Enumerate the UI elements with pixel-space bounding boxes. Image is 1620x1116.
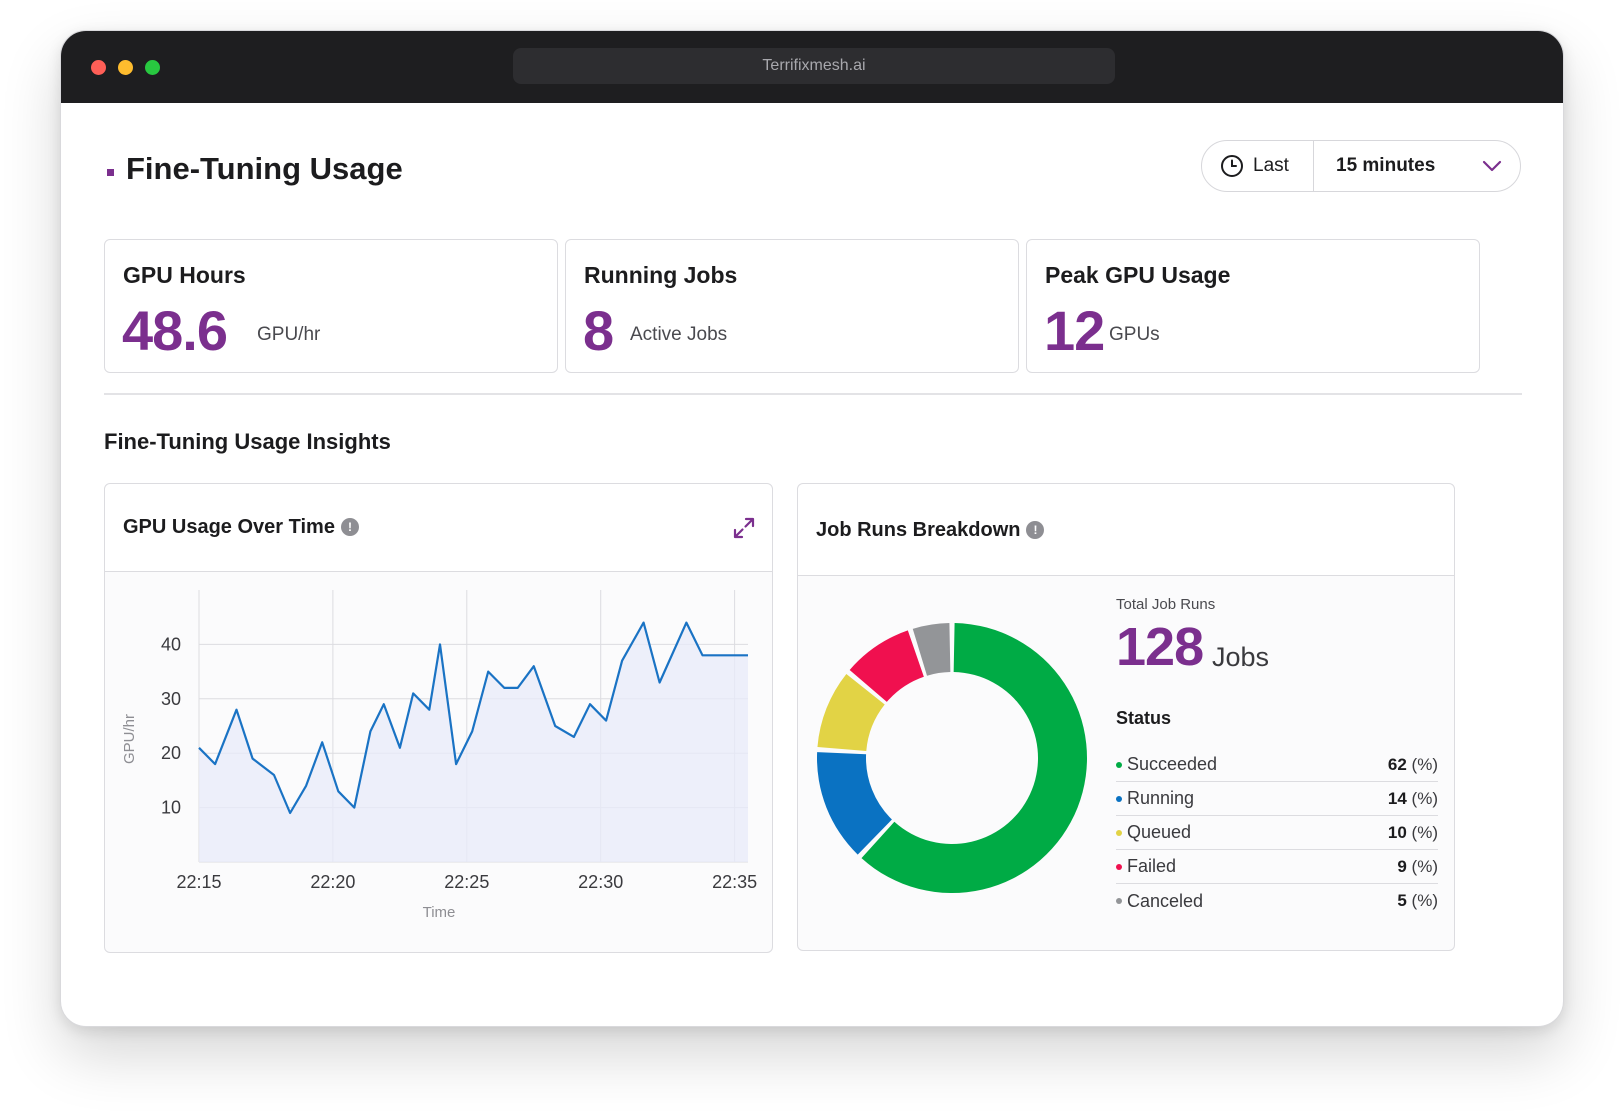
title-bar: Terrifixmesh.ai [61, 31, 1563, 103]
status-label: Canceled [1127, 890, 1204, 911]
total-runs-label: Total Job Runs [1116, 596, 1216, 613]
stat-label: Running Jobs [584, 262, 738, 288]
time-range-value: 15 minutes [1336, 155, 1436, 176]
stat-unit: Active Jobs [630, 324, 728, 345]
donut-slice-canceled[interactable] [912, 623, 951, 676]
status-value: 62 [1387, 754, 1407, 774]
minimize-window-button[interactable] [118, 60, 133, 75]
stat-card-gpu-hours: GPU Hours 48.6 GPU/hr [104, 239, 558, 373]
status-row-running: Running 14 (%) [1116, 782, 1438, 816]
x-axis-title: Time [423, 904, 456, 921]
job-runs-panel: Job Runs Breakdown! Total Job Runs 128 J… [797, 483, 1455, 951]
clock-icon [1221, 155, 1243, 177]
expand-icon[interactable] [732, 516, 756, 540]
x-tick-label: 22:25 [444, 872, 489, 892]
x-tick-label: 22:15 [176, 872, 221, 892]
chevron-down-icon [1482, 160, 1502, 172]
gpu-usage-area [199, 622, 748, 862]
status-suffix: (%) [1411, 788, 1438, 808]
x-tick-label: 22:35 [712, 872, 757, 892]
title-accent-mark [107, 169, 114, 176]
x-tick-label: 22:20 [310, 872, 355, 892]
y-tick-label: 10 [161, 798, 181, 818]
time-range-prefix-label: Last [1253, 155, 1289, 176]
donut-slice-queued[interactable] [817, 673, 885, 751]
time-range-prefix[interactable]: Last [1202, 141, 1314, 191]
url-bar[interactable]: Terrifixmesh.ai [513, 48, 1115, 84]
stat-unit: GPU/hr [257, 324, 321, 345]
status-suffix: (%) [1411, 856, 1438, 876]
status-value: 9 [1397, 856, 1407, 876]
stat-label: Peak GPU Usage [1045, 262, 1231, 288]
status-value: 5 [1397, 891, 1407, 910]
donut-slice-succeeded[interactable] [861, 623, 1087, 893]
status-row-canceled: Canceled 5 (%) [1116, 884, 1438, 918]
status-suffix: (%) [1411, 754, 1438, 774]
info-icon[interactable]: ! [340, 518, 359, 536]
panel-title: GPU Usage Over Time! [123, 516, 359, 539]
stat-card-running-jobs: Running Jobs 8 Active Jobs [565, 239, 1019, 373]
status-label: Queued [1127, 822, 1192, 842]
gpu-usage-line-chart: 10 20 30 40 22:15 22:20 22:25 22:30 22:35 GPU/h… [121, 590, 757, 921]
info-icon[interactable]: ! [1026, 521, 1045, 539]
x-tick-label: 22:30 [578, 872, 623, 892]
gpu-usage-panel: GPU Usage Over Time! 10 20 30 40 22:15 22:20… [104, 483, 773, 953]
section-divider [104, 393, 1522, 395]
time-range-picker[interactable]: Last 15 minutes [1201, 140, 1521, 192]
stat-unit: GPUs [1109, 324, 1160, 345]
page-title: Fine-Tuning Usage [126, 151, 403, 186]
y-tick-label: 40 [161, 634, 181, 654]
total-runs-unit: Jobs [1212, 642, 1270, 672]
dashboard-content: Fine-Tuning Usage Last 15 minutes GPU Ho… [61, 103, 1563, 1026]
status-row-succeeded: Succeeded 62 (%) [1116, 748, 1438, 782]
status-title: Status [1116, 708, 1172, 728]
gpu-panel-title: GPU Usage Over Time [123, 516, 335, 538]
y-tick-label: 30 [161, 689, 181, 709]
panel-header: GPU Usage Over Time! [105, 484, 772, 572]
stat-value: 12 [1044, 299, 1105, 362]
status-label: Succeeded [1127, 754, 1218, 774]
status-value: 10 [1387, 822, 1407, 842]
y-tick-label: 20 [161, 743, 181, 763]
jobs-panel-title: Job Runs Breakdown [816, 519, 1021, 541]
status-label: Failed [1127, 856, 1177, 876]
browser-window: Terrifixmesh.ai Fine-Tuning Usage Last 1… [60, 30, 1564, 1027]
status-legend: Succeeded 62 (%) Running 14 (%) Queued 1… [1116, 748, 1438, 918]
total-runs-value: 128 [1116, 617, 1204, 677]
stat-card-peak-gpu-usage: Peak GPU Usage 12 GPUs [1026, 239, 1480, 373]
status-suffix: (%) [1411, 891, 1438, 910]
stat-label: GPU Hours [123, 262, 246, 288]
time-range-select[interactable]: 15 minutes [1314, 141, 1520, 191]
donut-slice-running[interactable] [817, 752, 892, 855]
maximize-window-button[interactable] [145, 60, 160, 75]
status-suffix: (%) [1411, 822, 1438, 842]
donut-slice-failed[interactable] [849, 630, 924, 702]
status-row-queued: Queued 10 (%) [1116, 816, 1438, 850]
close-window-button[interactable] [91, 60, 106, 75]
status-dot [1116, 863, 1122, 870]
y-axis-title: GPU/hr [121, 714, 138, 764]
stat-value: 8 [583, 299, 614, 362]
status-dot [1116, 761, 1122, 768]
panel-title: Job Runs Breakdown! [816, 519, 1045, 542]
status-dot [1116, 795, 1122, 802]
status-row-failed: Failed 9 (%) [1116, 850, 1438, 884]
status-dot [1116, 898, 1122, 904]
status-label: Running [1127, 788, 1195, 808]
job-runs-donut-chart [817, 623, 1087, 893]
status-dot [1116, 829, 1122, 836]
insights-title: Fine-Tuning Usage Insights [104, 429, 391, 454]
panel-header: Job Runs Breakdown! [798, 484, 1454, 576]
gpu-usage-line [198, 621, 748, 815]
status-value: 14 [1387, 788, 1407, 808]
stat-value: 48.6 [122, 299, 228, 362]
